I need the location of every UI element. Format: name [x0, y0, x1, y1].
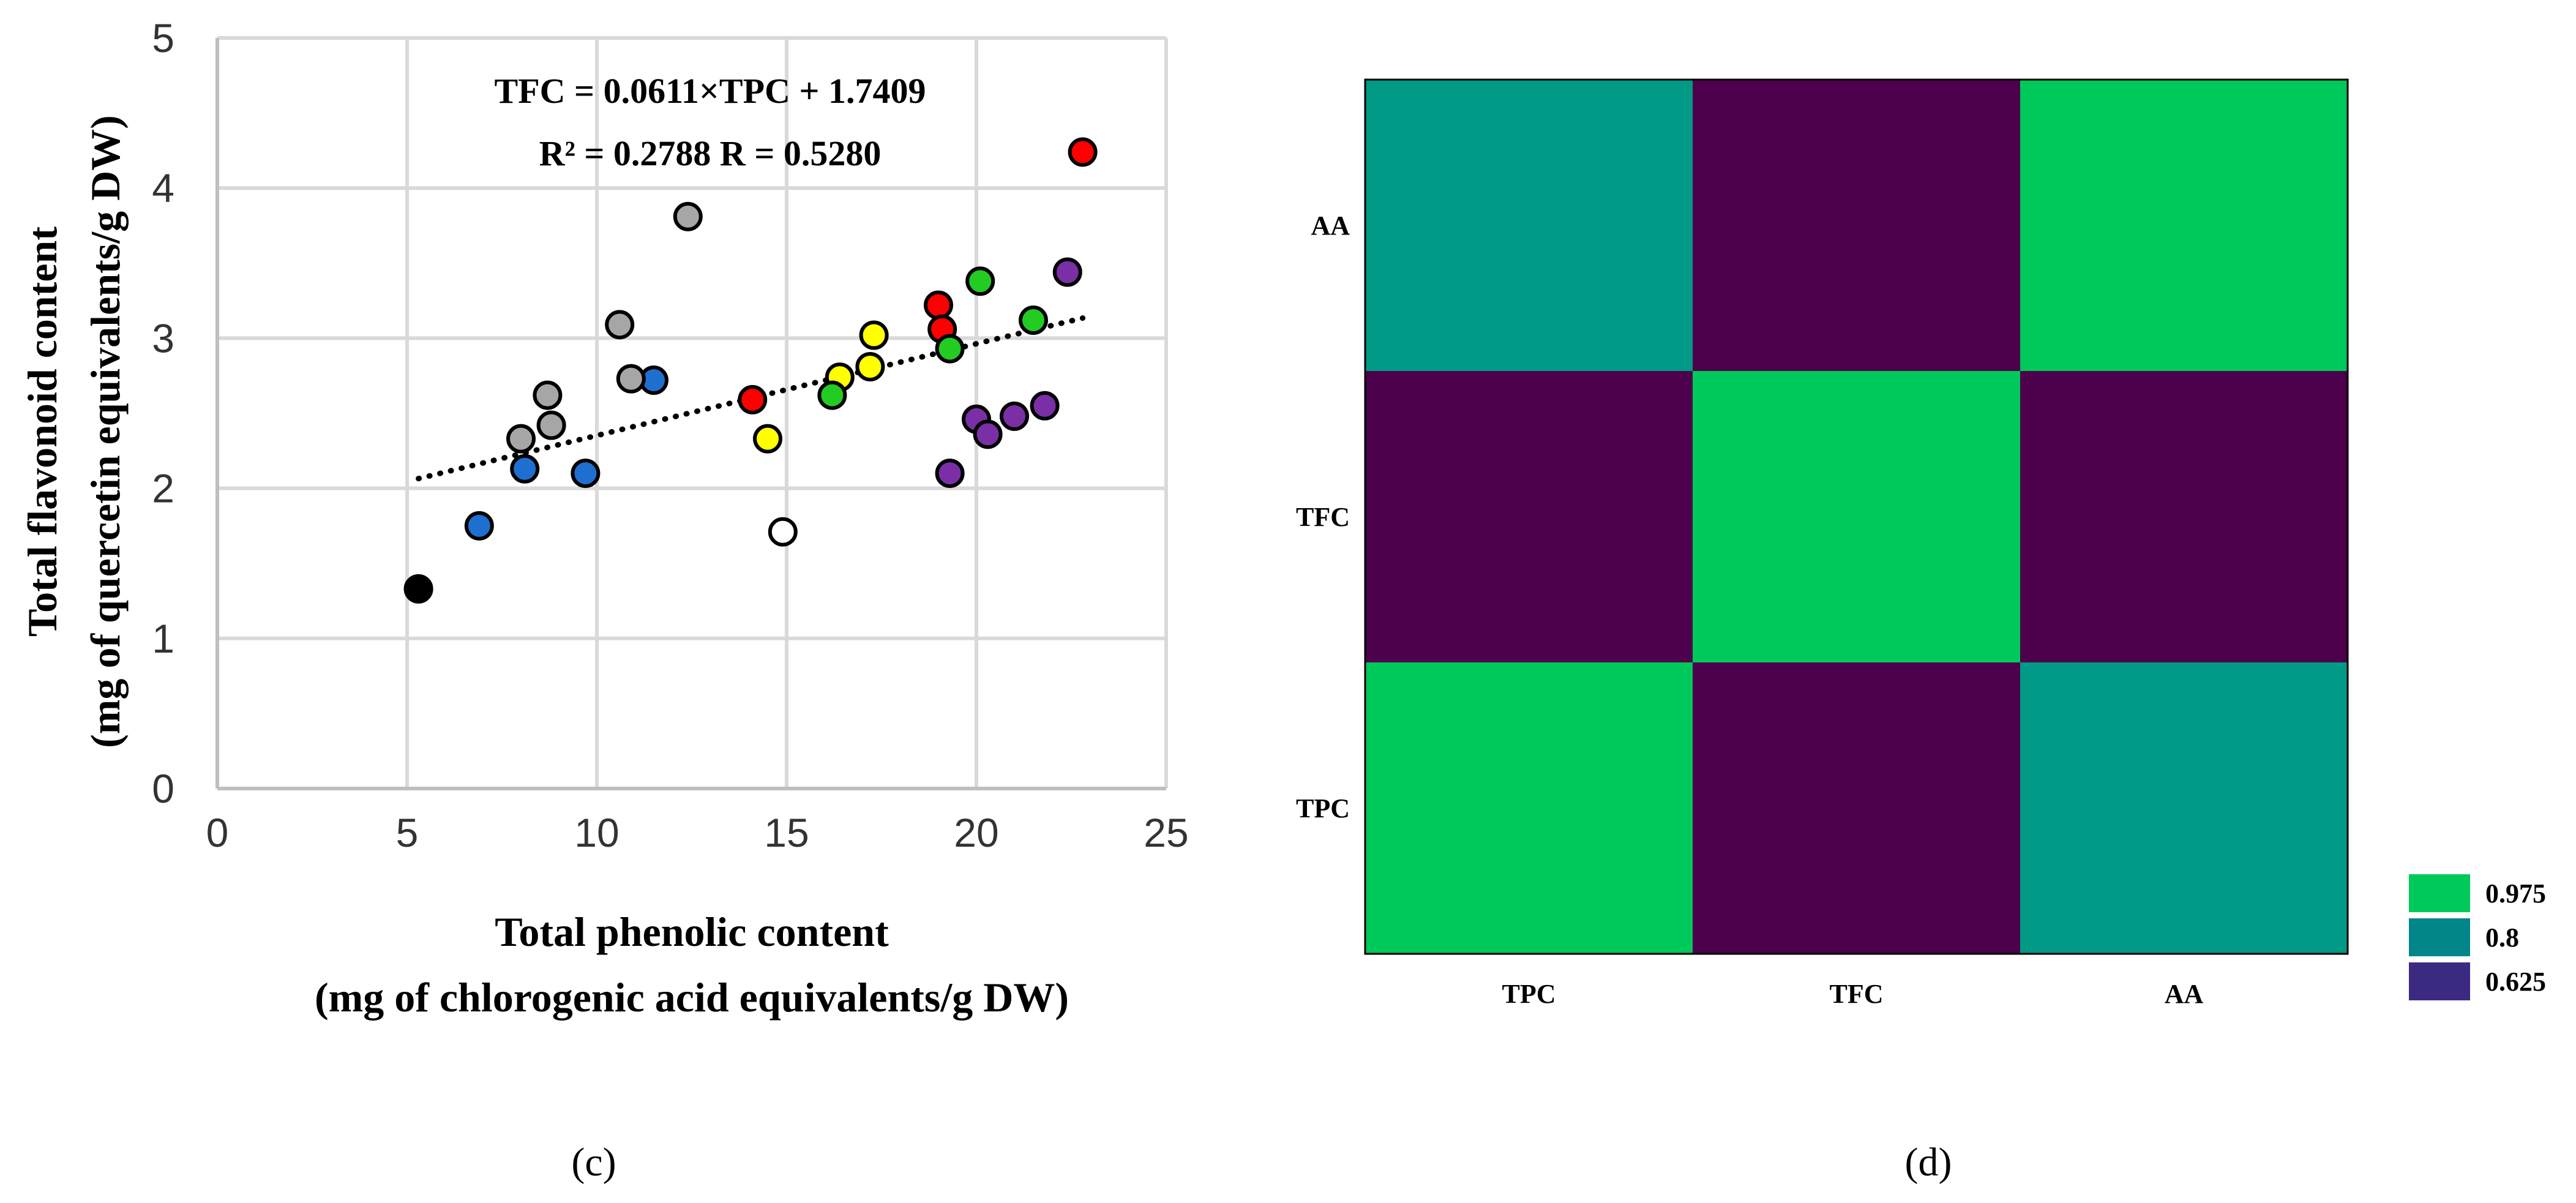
data-point-s2-0: [464, 511, 494, 541]
heatmap-cell-TPC-AA: [2020, 662, 2348, 954]
scatter-tick-labels: 0 5 10 15 20 25 0 1 2 3 4 5: [152, 15, 1188, 855]
scatter-frame: [215, 38, 1166, 790]
data-point-s5-2: [855, 351, 885, 381]
heatmap-cell-AA-AA: [2020, 80, 2348, 371]
heatmap-cell-TPC-TPC: [1365, 662, 1693, 954]
heatmap-y-label-1: TFC: [1296, 502, 1350, 532]
heatmap-cell-TFC-AA: [2020, 371, 2348, 662]
regression-equation: TFC = 0.0611×TPC + 1.7409: [495, 71, 926, 111]
heatmap-cell-TFC-TFC: [1693, 371, 2020, 662]
data-point-s6-1: [935, 334, 965, 364]
legend-label-2: 0.625: [2485, 967, 2546, 997]
scatter-chart: 0 5 10 15 20 25 0 1 2 3 4 5 TFC = 0.0611×TPC + 1.74…: [19, 15, 1189, 1185]
heatmap-labels: TPC TFC AA TPC TFC AA: [1296, 211, 2203, 1009]
data-point-s1-0: [768, 517, 798, 547]
data-point-s0-0: [403, 574, 433, 604]
heatmap-cell-TPC-TFC: [1693, 662, 2020, 954]
heatmap-cell-AA-TFC: [1693, 80, 2020, 371]
y-tick-label-5: 5: [152, 15, 174, 61]
y-axis-title-line2: (mg of quercetin equivalents/g DW): [82, 115, 129, 748]
legend-swatch-2: [2409, 962, 2470, 1000]
data-point-s7-4: [1030, 391, 1060, 421]
heatmap-chart: TPC TFC AA TPC TFC AA 0.975 0.8 0.625 (d): [1296, 78, 2546, 1185]
heatmap-legend: 0.975 0.8 0.625: [2409, 874, 2546, 1000]
data-point-s5-0: [753, 424, 782, 454]
data-point-s3-0: [506, 424, 536, 454]
data-point-s4-1: [924, 290, 953, 320]
data-point-s3-2: [536, 410, 566, 440]
heatmap-x-label-2: AA: [2165, 979, 2204, 1009]
data-point-s3-3: [605, 310, 635, 340]
legend-swatch-1: [2409, 918, 2470, 956]
heatmap-frame: [1364, 78, 2349, 955]
scatter-points: [403, 137, 1098, 604]
heatmap-cell-TFC-TPC: [1365, 371, 1693, 662]
heatmap-x-label-0: TPC: [1502, 979, 1556, 1009]
y-tick-label-3: 3: [152, 315, 174, 361]
y-axis-title-line1: Total flavonoid content: [19, 227, 66, 637]
data-point-s6-2: [965, 266, 995, 296]
regression-stats: R² = 0.2788 R = 0.5280: [539, 133, 882, 173]
data-point-s2-1: [510, 454, 540, 484]
data-point-s3-4: [616, 364, 646, 394]
y-tick-label-1: 1: [152, 616, 174, 661]
data-point-s6-0: [817, 380, 847, 410]
data-point-s5-3: [859, 320, 889, 350]
x-tick-label-4: 20: [954, 810, 998, 855]
y-tick-label-0: 0: [152, 766, 174, 811]
x-tick-label-2: 10: [574, 810, 619, 855]
x-axis-title-line1: Total phenolic content: [495, 909, 889, 955]
legend-label-1: 0.8: [2485, 923, 2519, 953]
panel-label-c: (c): [571, 1140, 616, 1185]
data-point-s3-5: [673, 201, 703, 231]
x-tick-label-3: 15: [764, 810, 809, 855]
x-axis-title-line2: (mg of chlorogenic acid equivalents/g DW…: [315, 974, 1069, 1021]
panel-label-d: (d): [1905, 1140, 1952, 1185]
legend-swatch-0: [2409, 874, 2470, 912]
data-point-s4-3: [1068, 137, 1098, 167]
heatmap-cell-AA-TPC: [1365, 80, 1693, 371]
data-point-s7-5: [1052, 257, 1082, 287]
x-tick-label-0: 0: [206, 810, 229, 855]
data-point-s7-2: [973, 419, 1003, 449]
heatmap-y-label-0: TPC: [1296, 793, 1350, 823]
data-point-s6-3: [1019, 305, 1048, 335]
y-tick-label-2: 2: [152, 466, 174, 511]
data-point-s4-0: [738, 384, 768, 414]
y-tick-label-4: 4: [152, 165, 174, 211]
data-point-s2-2: [571, 459, 601, 489]
data-point-s7-3: [1000, 401, 1029, 431]
heatmap-x-label-1: TFC: [1830, 979, 1884, 1009]
legend-label-0: 0.975: [2485, 879, 2546, 909]
x-tick-label-1: 5: [396, 810, 419, 855]
data-point-s3-1: [533, 380, 563, 410]
heatmap-y-label-2: AA: [1311, 211, 1350, 241]
heatmap-cells: [1364, 78, 2349, 955]
data-point-s7-0: [935, 459, 965, 489]
x-tick-label-5: 25: [1144, 810, 1188, 855]
